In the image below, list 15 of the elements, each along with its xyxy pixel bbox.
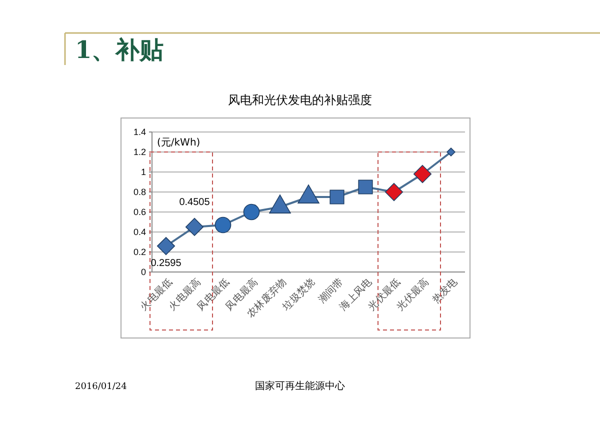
y-tick-label: 1.2 bbox=[133, 147, 146, 158]
y-axis-title: (元/kWh) bbox=[157, 138, 200, 148]
y-tick-label: 0.6 bbox=[133, 207, 146, 218]
y-tick-label: 0.4 bbox=[133, 227, 146, 238]
chart-subtitle: 风电和光伏发电的补贴强度 bbox=[228, 93, 372, 107]
annotation: 0.4505 bbox=[179, 196, 210, 208]
y-tick-label: 1.4 bbox=[133, 127, 146, 138]
y-tick-label: 1 bbox=[140, 167, 146, 178]
chart-title: 1、补贴 bbox=[75, 35, 164, 64]
annotation: 0.2595 bbox=[150, 258, 182, 270]
y-tick-label: 0.8 bbox=[133, 187, 146, 198]
text: 国家可再生能源中心 bbox=[255, 380, 345, 392]
y-tick-label: 0 bbox=[140, 267, 146, 278]
y-tick-label: 0.2 bbox=[133, 247, 146, 258]
text: 2016/01/24 bbox=[75, 382, 128, 392]
